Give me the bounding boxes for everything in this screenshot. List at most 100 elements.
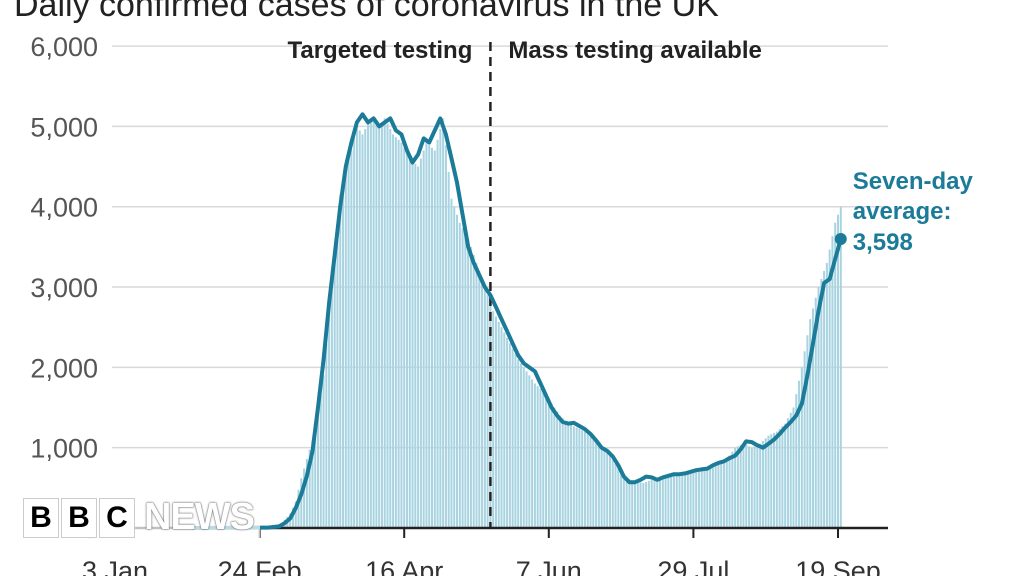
daily-bar xyxy=(339,194,342,528)
daily-bar xyxy=(475,262,478,528)
daily-bar xyxy=(834,222,837,528)
daily-bar xyxy=(786,418,789,528)
daily-bar xyxy=(403,147,406,528)
daily-bar xyxy=(756,445,759,528)
daily-bar xyxy=(748,446,751,528)
daily-bar xyxy=(639,482,642,528)
daily-bar xyxy=(583,431,586,528)
y-tick-label: 5,000 xyxy=(30,112,98,142)
daily-bar xyxy=(431,147,434,528)
daily-bar xyxy=(481,279,484,528)
daily-bar xyxy=(678,474,681,528)
daily-bar xyxy=(778,428,781,528)
daily-bar xyxy=(692,471,695,528)
daily-bar xyxy=(508,343,511,528)
daily-bar xyxy=(456,214,459,528)
daily-bar xyxy=(703,468,706,528)
daily-bar xyxy=(700,469,703,528)
daily-bar xyxy=(750,447,753,528)
daily-bar xyxy=(670,476,673,528)
daily-bar xyxy=(742,443,745,528)
bbc-logo-letter: B xyxy=(61,497,97,538)
daily-bar xyxy=(634,481,637,528)
daily-bar xyxy=(542,391,545,528)
daily-bar xyxy=(411,161,414,528)
daily-bar xyxy=(714,464,717,528)
daily-bar xyxy=(603,450,606,528)
gridlines xyxy=(112,45,888,449)
daily-bar xyxy=(811,308,814,528)
daily-bar xyxy=(556,411,559,528)
y-tick-label: 1,000 xyxy=(30,434,98,464)
daily-bar xyxy=(358,130,361,528)
y-tick-label: 2,000 xyxy=(30,353,98,383)
daily-bar xyxy=(336,224,339,528)
daily-bar xyxy=(784,423,787,528)
daily-bar xyxy=(823,270,826,528)
daily-bar xyxy=(653,479,656,528)
daily-bar xyxy=(622,474,625,528)
daily-bar xyxy=(831,236,834,528)
x-tick-label: 29 Jul xyxy=(657,556,729,576)
daily-bar xyxy=(408,158,411,529)
y-tick-label: 3,000 xyxy=(30,273,98,303)
daily-bar xyxy=(767,435,770,528)
daily-bar xyxy=(739,445,742,528)
daily-bar xyxy=(659,478,662,528)
daily-bar xyxy=(439,129,442,528)
bbc-news-logo: B B C NEWS xyxy=(18,493,260,542)
daily-bar xyxy=(405,153,408,528)
daily-bar xyxy=(330,283,333,528)
daily-bar xyxy=(570,424,573,528)
daily-bar xyxy=(825,262,828,528)
daily-bar xyxy=(316,412,319,528)
daily-bar xyxy=(322,375,325,528)
annotation-mass-testing: Mass testing available xyxy=(508,37,761,64)
daily-bar xyxy=(814,297,817,528)
daily-bar xyxy=(361,134,364,528)
daily-bar xyxy=(764,438,767,528)
daily-bar xyxy=(428,145,431,528)
daily-bar xyxy=(525,371,528,528)
daily-bar xyxy=(636,481,639,528)
daily-bar xyxy=(761,440,764,528)
daily-bar xyxy=(528,375,531,528)
daily-bar xyxy=(483,287,486,528)
daily-bar xyxy=(839,206,842,529)
daily-bar xyxy=(686,472,689,528)
daily-bar xyxy=(375,123,378,528)
daily-bar xyxy=(564,420,567,528)
daily-bar xyxy=(444,145,447,528)
daily-bar xyxy=(447,171,450,528)
daily-bar xyxy=(770,434,773,528)
daily-bar xyxy=(672,475,675,528)
annotation-targeted-testing: Targeted testing xyxy=(287,37,472,64)
daily-bar xyxy=(836,214,840,528)
daily-bar xyxy=(611,459,614,528)
daily-bar xyxy=(578,428,581,528)
daily-bar xyxy=(567,423,570,528)
daily-bar xyxy=(675,474,678,528)
x-tick-label: 19 Sep xyxy=(795,556,881,576)
daily-bar xyxy=(661,477,664,528)
daily-bar xyxy=(489,303,492,528)
daily-bar xyxy=(681,473,684,528)
daily-bar xyxy=(450,198,453,528)
daily-bar xyxy=(497,321,500,528)
daily-bar xyxy=(664,477,667,528)
daily-bar xyxy=(798,380,801,528)
daily-bar xyxy=(394,137,397,528)
daily-bar xyxy=(656,478,659,528)
daily-bar xyxy=(781,426,784,528)
daily-bar xyxy=(314,431,317,528)
daily-bar xyxy=(517,359,520,528)
daily-bar xyxy=(575,427,578,528)
daily-bar xyxy=(472,254,475,528)
daily-bar xyxy=(795,394,798,528)
daily-bar xyxy=(597,445,600,528)
daily-bar xyxy=(414,163,417,528)
daily-bar xyxy=(614,463,617,528)
x-tick-label: 24 Feb xyxy=(218,556,302,576)
daily-bar xyxy=(522,367,525,528)
end-label-line-2: average: xyxy=(853,198,952,225)
